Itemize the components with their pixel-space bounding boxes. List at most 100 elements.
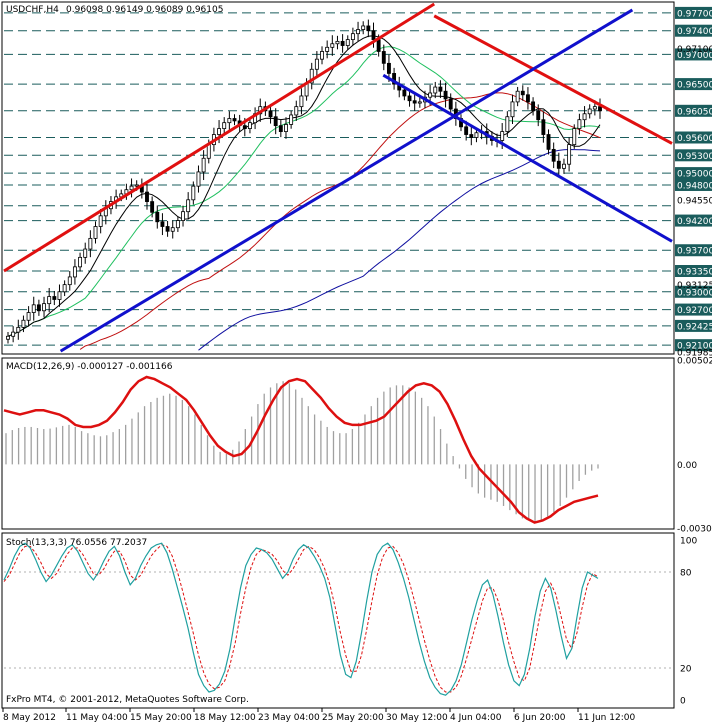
macd-pane-frame (1, 357, 675, 530)
chart-ohlc: 0.96098 0.96149 0.96089 0.96105 (66, 5, 223, 15)
price-level-tag-label: 0.95600 (677, 134, 712, 144)
candle-body (448, 98, 453, 110)
candle-body (88, 237, 93, 250)
candle-body (160, 221, 165, 227)
candle-body (16, 326, 21, 333)
candle-body (6, 335, 10, 340)
candle-body (42, 303, 46, 312)
stochastic-axis-tick-label: 100 (680, 537, 697, 547)
macd-signal-path (3, 375, 599, 524)
candle-body (340, 40, 345, 46)
candle-body (592, 106, 597, 110)
price-level-tag-label: 0.96050 (677, 107, 712, 117)
price-level-tag (675, 303, 712, 316)
price-level-tag (675, 48, 712, 61)
candle-body (438, 86, 443, 92)
price-level-tag-label: 0.97400 (677, 27, 712, 37)
price-level-tag-label: 0.93350 (677, 268, 712, 278)
candle-body (356, 29, 360, 35)
price-level-tag-label: 0.94800 (677, 181, 712, 191)
candle-body (505, 116, 510, 132)
candle-body (175, 220, 180, 229)
candle-body (299, 95, 304, 108)
price-level-tag (675, 24, 712, 37)
candle-body (386, 62, 391, 74)
candle-body (57, 291, 62, 300)
macd-signal-line (3, 375, 599, 524)
candle-body (47, 296, 52, 305)
time-axis-label: 4 Jun 04:00 (450, 713, 502, 723)
candle-body (577, 119, 582, 130)
candle-body (31, 304, 36, 313)
red-upper-channel (3, 2, 436, 273)
price-level-tag (675, 78, 712, 91)
stochastic-lines (3, 542, 599, 696)
price-level-tag (675, 339, 712, 352)
candle-body (531, 101, 536, 112)
candle-body (294, 106, 299, 116)
macd-header: MACD(12,26,9) -0.000127 -0.001166 (6, 362, 173, 372)
candle-body (582, 113, 587, 121)
time-axis: 8 May 2012 11 May 04:00 15 May 20:00 18 May… (2, 708, 635, 723)
stochastic-axis-tick-label: 20 (680, 665, 692, 675)
time-axis-label: 23 May 04:00 (258, 713, 320, 723)
candle-body (93, 226, 98, 239)
price-candles (6, 19, 602, 344)
candle-body (443, 90, 448, 100)
candle-body (551, 148, 556, 162)
time-axis-label: 18 May 12:00 (194, 713, 256, 723)
time-axis-label: 8 May 2012 (3, 713, 56, 723)
candle-body (145, 191, 149, 202)
candle-body (402, 89, 407, 97)
candle-body (598, 106, 602, 112)
candle-body (248, 122, 252, 130)
candle-body (155, 211, 160, 223)
candle-body (474, 132, 479, 138)
candle-body (469, 134, 474, 138)
price-pane: 0.97700 0.97400 0.97000 0.96500 0.96050 0.956… (1, 1, 712, 359)
candle-body (350, 33, 355, 41)
candle-body (556, 160, 561, 169)
candle-body (78, 256, 83, 268)
stochastic-signal-path (3, 544, 599, 693)
candle-body (206, 144, 211, 159)
candle-body (232, 118, 237, 122)
time-axis-label: 25 May 20:00 (322, 713, 384, 723)
candle-body (11, 331, 16, 337)
price-level-tag (675, 178, 712, 191)
candle-body (181, 211, 185, 221)
price-level-tag-label: 0.93000 (677, 288, 712, 298)
price-level-tag-label: 0.95300 (677, 152, 712, 162)
candle-body (520, 90, 525, 96)
price-pane-frame (1, 1, 675, 355)
candle-body (546, 134, 551, 150)
price-axis: 0.97700 0.97400 0.97000 0.96500 0.96050 0.956… (675, 6, 712, 359)
time-axis-label: 30 May 12:00 (386, 713, 448, 723)
macd-axis-tick-label: -0.00306 (677, 525, 712, 535)
candle-body (428, 92, 433, 98)
candle-body (186, 199, 191, 213)
candle-body (335, 40, 340, 45)
candle-body (510, 101, 515, 118)
price-level-tag-label: 0.97700 (677, 9, 712, 19)
candle-body (217, 128, 222, 135)
price-level-tag-label: 0.95000 (677, 170, 712, 180)
candle-body (541, 119, 546, 135)
candle-body (500, 131, 505, 141)
candle-body (165, 226, 170, 232)
candle-body (567, 144, 572, 165)
candle-body (361, 25, 366, 30)
candle-body (525, 94, 530, 103)
price-axis-tick-label: 0.97100 (677, 45, 712, 55)
candle-body (515, 90, 520, 103)
stochastic-levels (4, 571, 672, 669)
candle-body (222, 122, 227, 130)
candle-body (464, 126, 469, 135)
price-axis-tick-label: 0.91985 (677, 349, 712, 359)
price-level-tag (675, 214, 712, 227)
price-level-tag-label: 0.93700 (677, 247, 712, 257)
candle-body (278, 125, 283, 132)
price-level-tag (675, 167, 712, 180)
candle-body (392, 73, 397, 85)
